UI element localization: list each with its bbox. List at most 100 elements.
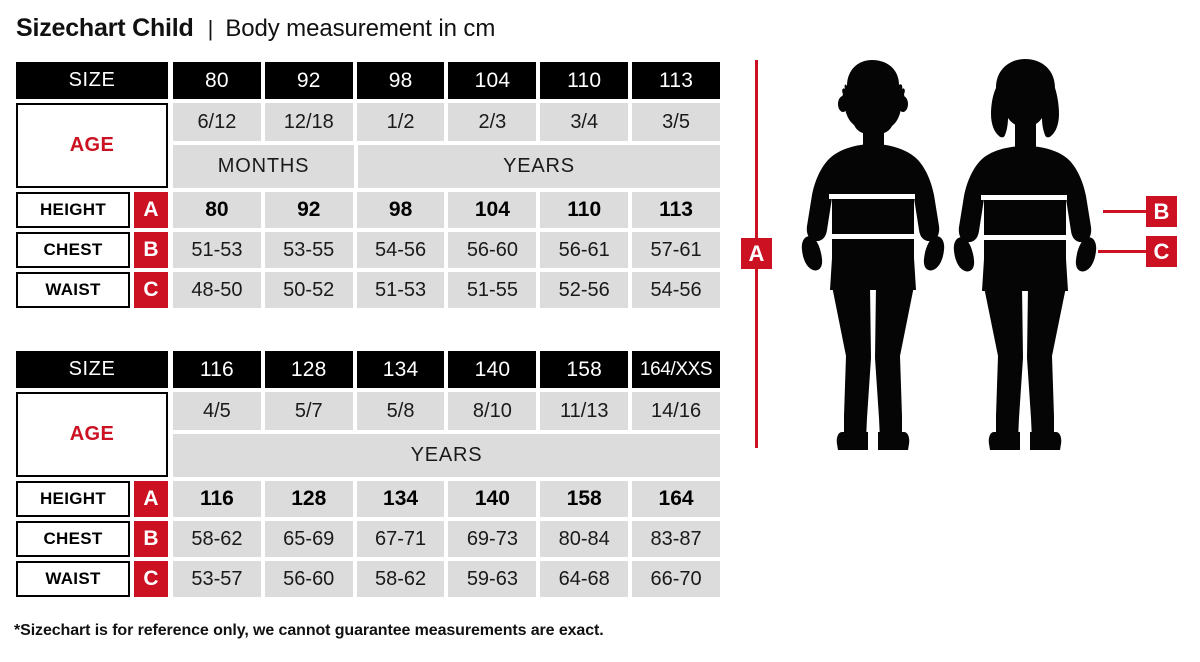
girl-silhouette-icon <box>953 59 1097 450</box>
boy-chest-band <box>829 194 915 199</box>
waist-cell: 54-56 <box>632 272 720 308</box>
size-cell: 113 <box>632 62 720 99</box>
height-cell: 128 <box>264 481 353 517</box>
waist-marker-badge: C <box>134 272 168 308</box>
age-label-col: AGE <box>16 392 168 477</box>
size-cell: 158 <box>540 351 629 388</box>
height-cell: 134 <box>356 481 445 517</box>
age-cell: 5/8 <box>356 392 445 430</box>
size-cell: 128 <box>264 351 353 388</box>
waist-cell: 59-63 <box>448 561 537 597</box>
age-cell: 8/10 <box>448 392 537 430</box>
age-row: AGE 4/5 5/7 5/8 8/10 11/13 14/16 YEARS <box>16 392 720 477</box>
chest-marker-badge: B <box>134 521 168 557</box>
waist-cell: 56-60 <box>264 561 353 597</box>
waist-values-row: 53-57 56-60 58-62 59-63 64-68 66-70 <box>173 561 720 597</box>
age-data-wrap: 6/12 12/18 1/2 2/3 3/4 3/5 MONTHS YEARS <box>173 103 720 188</box>
age-cell: 2/3 <box>448 103 537 141</box>
waist-cell: 51-53 <box>356 272 445 308</box>
age-cell: 5/7 <box>264 392 353 430</box>
chest-label: CHEST <box>16 521 130 557</box>
size-cell: 80 <box>173 62 261 99</box>
age-cell: 12/18 <box>264 103 353 141</box>
boy-waist-band <box>829 234 915 239</box>
age-unit-cell: YEARS <box>173 434 720 477</box>
height-cell: 104 <box>448 192 537 228</box>
marker-c-badge: C <box>1146 236 1177 267</box>
age-cell: 3/4 <box>540 103 629 141</box>
waist-label-col: WAIST C <box>16 272 168 308</box>
age-unit-row: MONTHS YEARS <box>173 145 720 188</box>
waist-cell: 64-68 <box>540 561 629 597</box>
chest-marker-badge: B <box>134 232 168 268</box>
height-marker-badge: A <box>134 192 168 228</box>
waist-cell: 53-57 <box>173 561 261 597</box>
height-label-col: HEIGHT A <box>16 192 168 228</box>
waist-values-row: 48-50 50-52 51-53 51-55 52-56 54-56 <box>173 272 720 308</box>
waist-cell: 52-56 <box>540 272 629 308</box>
chest-cell: 56-60 <box>448 232 537 268</box>
chest-cell: 83-87 <box>632 521 720 557</box>
age-label: AGE <box>16 103 168 188</box>
sizechart-table-first: SIZE 80 92 98 104 110 113 AGE 6/12 12/18 1/2 2/3 3/4… <box>16 62 720 308</box>
chest-label: CHEST <box>16 232 130 268</box>
chest-cell: 53-55 <box>264 232 353 268</box>
age-values-row: 6/12 12/18 1/2 2/3 3/4 3/5 <box>173 103 720 141</box>
chest-cell: 51-53 <box>173 232 261 268</box>
waist-marker-badge: C <box>134 561 168 597</box>
size-label-col: SIZE <box>16 351 168 388</box>
size-cell: 140 <box>448 351 537 388</box>
size-cell: 104 <box>448 62 537 99</box>
height-values-row: 116 128 134 140 158 164 <box>173 481 720 517</box>
age-data-wrap: 4/5 5/7 5/8 8/10 11/13 14/16 YEARS <box>173 392 720 477</box>
title-subtitle-text: Body measurement in cm <box>225 15 496 42</box>
waist-label: WAIST <box>16 561 130 597</box>
chest-cell: 56-61 <box>540 232 629 268</box>
chest-cell: 58-62 <box>173 521 261 557</box>
height-label-col: HEIGHT A <box>16 481 168 517</box>
height-cell: 110 <box>540 192 629 228</box>
height-label: HEIGHT <box>16 481 130 517</box>
age-cell: 1/2 <box>356 103 445 141</box>
height-cell: 116 <box>173 481 261 517</box>
waist-cell: 51-55 <box>448 272 537 308</box>
chest-cell: 65-69 <box>264 521 353 557</box>
waist-label-col: WAIST C <box>16 561 168 597</box>
waist-row: WAIST C 48-50 50-52 51-53 51-55 52-56 54-56 <box>16 272 720 308</box>
boy-silhouette-icon <box>801 60 945 450</box>
waist-row: WAIST C 53-57 56-60 58-62 59-63 64-68 66-70 <box>16 561 720 597</box>
marker-b-badge: B <box>1146 196 1177 227</box>
child-silhouettes-illustration <box>801 59 1097 450</box>
size-header-row: SIZE 80 92 98 104 110 113 <box>16 62 720 99</box>
girl-chest-band <box>981 195 1067 200</box>
age-cell: 3/5 <box>632 103 720 141</box>
chest-row: CHEST B 58-62 65-69 67-71 69-73 80-84 83-87 <box>16 521 720 557</box>
size-cell: 134 <box>356 351 445 388</box>
waist-cell: 48-50 <box>173 272 261 308</box>
age-cell: 11/13 <box>540 392 629 430</box>
chest-cell: 54-56 <box>356 232 445 268</box>
age-unit-cell: YEARS <box>358 145 720 188</box>
page-title: Sizechart Child | Body measurement in cm <box>16 14 495 43</box>
height-marker-badge: A <box>134 481 168 517</box>
height-values-row: 80 92 98 104 110 113 <box>173 192 720 228</box>
age-cell: 14/16 <box>632 392 720 430</box>
marker-a-badge: A <box>741 238 772 269</box>
height-row: HEIGHT A 116 128 134 140 158 164 <box>16 481 720 517</box>
age-row: AGE 6/12 12/18 1/2 2/3 3/4 3/5 MONTHS YEARS <box>16 103 720 188</box>
size-header-row: SIZE 116 128 134 140 158 164/XXS <box>16 351 720 388</box>
size-cell: 110 <box>540 62 629 99</box>
chest-values-row: 58-62 65-69 67-71 69-73 80-84 83-87 <box>173 521 720 557</box>
height-cell: 98 <box>356 192 445 228</box>
waist-cell: 50-52 <box>264 272 353 308</box>
chest-label-col: CHEST B <box>16 521 168 557</box>
age-cell: 4/5 <box>173 392 261 430</box>
size-cell: 98 <box>356 62 445 99</box>
size-cell: 92 <box>264 62 353 99</box>
chest-row: CHEST B 51-53 53-55 54-56 56-60 56-61 57-61 <box>16 232 720 268</box>
size-cell: 116 <box>173 351 261 388</box>
size-header-label: SIZE <box>16 351 168 388</box>
height-cell: 164 <box>632 481 720 517</box>
age-label: AGE <box>16 392 168 477</box>
size-values-row: 80 92 98 104 110 113 <box>173 62 720 99</box>
